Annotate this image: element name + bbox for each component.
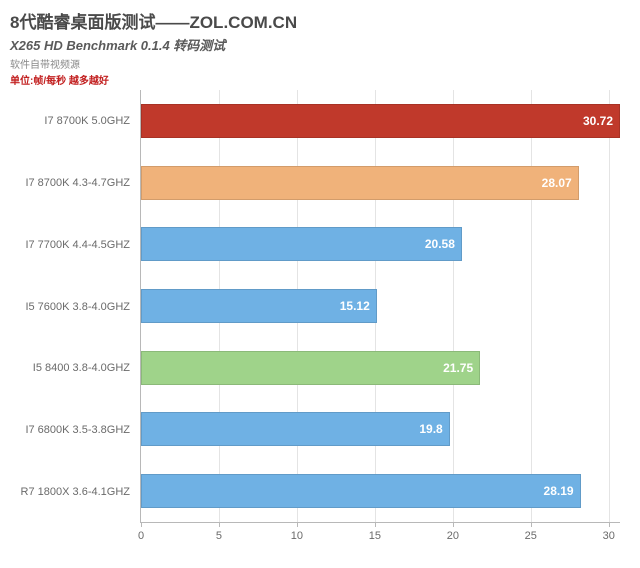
bar-value: 30.72 (583, 114, 613, 128)
x-tick (141, 522, 142, 527)
y-axis-labels: I7 8700K 5.0GHZ I7 8700K 4.3-4.7GHZ I7 770… (10, 90, 136, 523)
chart-source: 软件自带视频源 (10, 56, 630, 71)
y-tick-label: I7 8700K 5.0GHZ (10, 115, 136, 127)
x-tick-label: 25 (525, 530, 537, 542)
y-tick-label: I7 7700K 4.4-4.5GHZ (10, 239, 136, 251)
x-tick (219, 522, 220, 527)
bar-value: 21.75 (443, 361, 473, 375)
y-tick-label: R7 1800X 3.6-4.1GHZ (10, 486, 136, 498)
x-tick-label: 20 (447, 530, 459, 542)
bar: 28.19 (141, 474, 581, 508)
chart-header: 8代酷睿桌面版测试——ZOL.COM.CN X265 HD Benchmark … (0, 0, 640, 91)
bar: 21.75 (141, 351, 480, 385)
chart-area: I7 8700K 5.0GHZ I7 8700K 4.3-4.7GHZ I7 770… (10, 90, 630, 543)
bar: 20.58 (141, 227, 462, 261)
x-tick-label: 5 (216, 530, 222, 542)
gridline (453, 90, 454, 522)
y-tick-label: I7 6800K 3.5-3.8GHZ (10, 424, 136, 436)
x-tick-label: 10 (291, 530, 303, 542)
bar: 28.07 (141, 166, 579, 200)
bar-value: 19.8 (419, 422, 442, 436)
chart-title: 8代酷睿桌面版测试——ZOL.COM.CN (10, 8, 630, 33)
x-tick (453, 522, 454, 527)
bar: 15.12 (141, 289, 377, 323)
y-tick-label: I7 8700K 4.3-4.7GHZ (10, 177, 136, 189)
chart-unit: 单位:帧/每秒 越多越好 (10, 72, 630, 87)
x-tick (609, 522, 610, 527)
x-tick-label: 15 (369, 530, 381, 542)
x-tick-label: 0 (138, 530, 144, 542)
bar: 19.8 (141, 412, 450, 446)
x-tick (375, 522, 376, 527)
gridline (609, 90, 610, 522)
x-tick (297, 522, 298, 527)
x-tick-label: 30 (603, 530, 615, 542)
plot-area: 05101520253030.7228.0720.5815.1221.7519.… (140, 90, 620, 523)
gridline (531, 90, 532, 522)
bar: 30.72 (141, 104, 620, 138)
bar-value: 15.12 (340, 299, 370, 313)
chart-subtitle: X265 HD Benchmark 0.1.4 转码测试 (10, 35, 630, 54)
bar-value: 28.07 (542, 176, 572, 190)
y-tick-label: I5 7600K 3.8-4.0GHZ (10, 301, 136, 313)
y-tick-label: I5 8400 3.8-4.0GHZ (10, 362, 136, 374)
x-tick (531, 522, 532, 527)
bar-value: 20.58 (425, 237, 455, 251)
bar-value: 28.19 (544, 484, 574, 498)
